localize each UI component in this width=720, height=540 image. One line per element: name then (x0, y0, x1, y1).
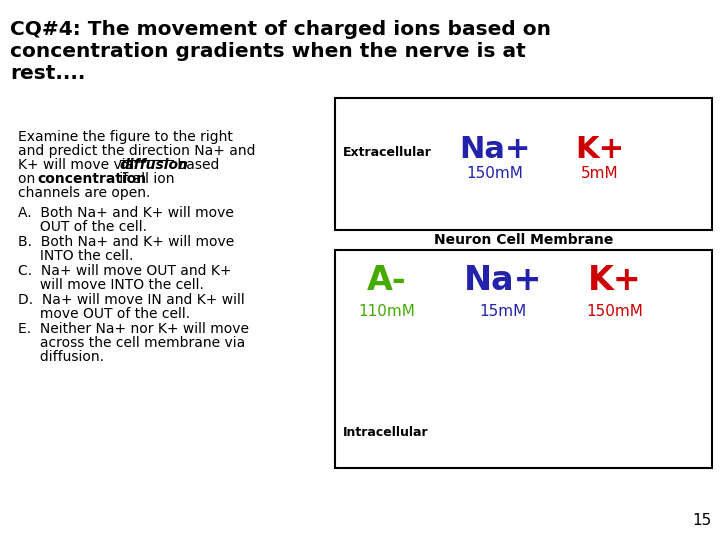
Text: D.  Na+ will move IN and K+ will: D. Na+ will move IN and K+ will (18, 293, 245, 307)
Text: K+: K+ (575, 134, 625, 164)
Text: K+: K+ (588, 264, 642, 296)
Text: and predict the direction Na+ and: and predict the direction Na+ and (18, 144, 256, 158)
Text: Na+: Na+ (464, 264, 542, 296)
Text: on: on (18, 172, 40, 186)
FancyBboxPatch shape (335, 250, 712, 468)
Text: Extracellular: Extracellular (343, 145, 432, 159)
Text: OUT of the cell.: OUT of the cell. (18, 220, 147, 234)
Text: Examine the figure to the right: Examine the figure to the right (18, 130, 233, 144)
Text: channels are open.: channels are open. (18, 186, 150, 200)
Text: 150mM: 150mM (467, 166, 523, 181)
Text: diffusion: diffusion (120, 158, 189, 172)
Text: Na+: Na+ (459, 134, 531, 164)
Text: will move INTO the cell.: will move INTO the cell. (18, 278, 204, 292)
Text: if all ion: if all ion (115, 172, 174, 186)
Text: A-: A- (367, 264, 407, 296)
Text: concentration: concentration (37, 172, 146, 186)
Text: E.  Neither Na+ nor K+ will move: E. Neither Na+ nor K+ will move (18, 322, 249, 336)
Text: CQ#4: The movement of charged ions based on: CQ#4: The movement of charged ions based… (10, 20, 551, 39)
Text: C.  Na+ will move OUT and K+: C. Na+ will move OUT and K+ (18, 264, 232, 278)
Text: B.  Both Na+ and K+ will move: B. Both Na+ and K+ will move (18, 235, 234, 249)
Text: 5mM: 5mM (581, 166, 618, 181)
Text: 150mM: 150mM (587, 305, 644, 320)
Text: A.  Both Na+ and K+ will move: A. Both Na+ and K+ will move (18, 206, 234, 220)
Text: Intracellular: Intracellular (343, 427, 428, 440)
Text: K+ will move via: K+ will move via (18, 158, 139, 172)
FancyBboxPatch shape (335, 98, 712, 230)
Text: INTO the cell.: INTO the cell. (18, 249, 133, 263)
Text: 110mM: 110mM (359, 305, 415, 320)
Text: based: based (173, 158, 220, 172)
Text: Neuron Cell Membrane: Neuron Cell Membrane (434, 233, 613, 247)
Text: move OUT of the cell.: move OUT of the cell. (18, 307, 190, 321)
Text: 15mM: 15mM (480, 305, 526, 320)
Text: 15: 15 (693, 513, 712, 528)
Text: across the cell membrane via: across the cell membrane via (18, 336, 246, 350)
Text: concentration gradients when the nerve is at: concentration gradients when the nerve i… (10, 42, 526, 61)
Text: diffusion.: diffusion. (18, 350, 104, 364)
Text: rest....: rest.... (10, 64, 86, 83)
